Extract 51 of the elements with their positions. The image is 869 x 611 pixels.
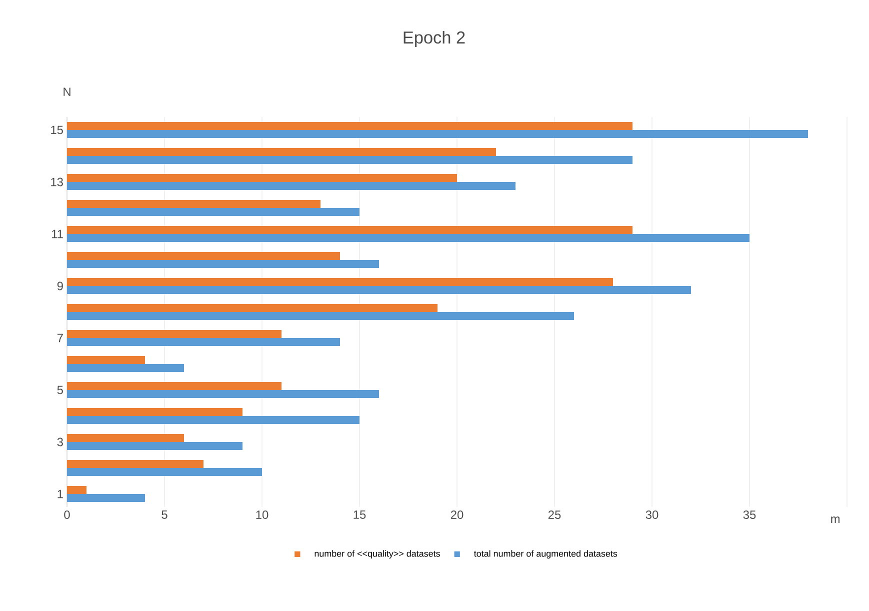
y-axis-title: N [64,88,70,96]
y-tick-label: 15 [51,126,63,134]
x-tick-label: 10 [256,510,268,519]
bar [67,416,360,424]
bar [67,408,242,416]
bar [67,286,692,294]
bar [67,312,574,320]
y-tick-label: 3 [57,438,63,446]
y-tick-label: 13 [51,178,63,186]
x-tick-label: 30 [646,510,658,519]
bar [67,122,633,130]
bar [67,130,808,138]
bar [67,156,633,164]
bar [67,278,614,286]
bar [67,182,516,190]
bar [67,226,633,234]
bar [67,174,458,182]
x-tick-label: 15 [354,510,366,519]
bar [67,434,184,442]
legend-label: number of <<quality>> datasets [314,550,440,559]
bar [67,200,321,208]
x-tick-label: 35 [743,510,756,519]
chart-title: Epoch 2 [404,30,465,48]
legend-label: total number of augmented datasets [474,550,618,559]
bar [67,382,282,390]
bar [67,364,184,372]
bar [67,460,204,468]
y-tick-label: 7 [57,334,63,342]
bar [67,390,380,398]
bar [67,260,380,268]
x-axis-title: m [831,516,840,523]
x-tick-label: 5 [162,510,168,519]
bar [67,234,750,242]
bar [67,338,340,346]
y-tick-label: 9 [57,282,63,290]
bar [67,304,438,312]
bar [67,208,360,216]
x-tick-label: 25 [548,510,561,519]
bar [67,494,145,502]
bar [67,148,496,156]
bar [67,486,86,494]
bar [67,468,262,476]
y-tick-label: 1 [58,490,63,498]
y-tick-label: 5 [57,386,63,394]
x-tick-label: 20 [450,510,464,519]
y-tick-label: 11 [52,230,63,238]
bar [67,330,282,338]
bar [67,252,340,260]
x-tick-label: 0 [64,510,70,519]
bar [67,442,242,450]
bar [67,356,145,364]
